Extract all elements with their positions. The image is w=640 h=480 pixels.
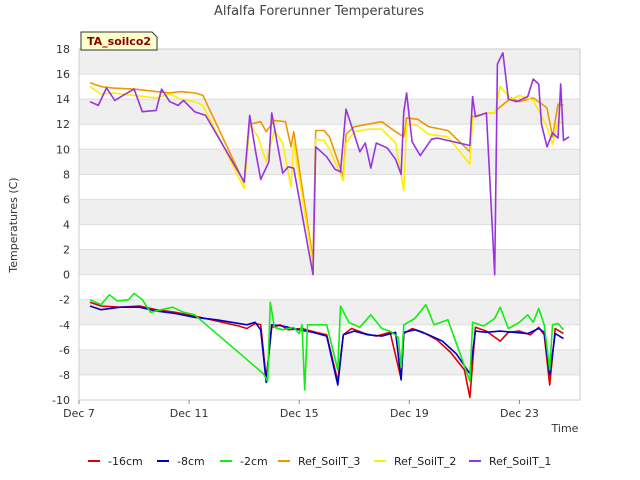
y-tick-label: 8: [63, 168, 70, 181]
y-tick-label: 12: [56, 118, 70, 131]
x-tick-label: Dec 19: [390, 407, 429, 420]
y-axis: -10 -8 -6 -4 -2 0 2 4 6 8 10 12 14 16 18: [52, 43, 70, 407]
x-axis-label: Time: [551, 422, 579, 435]
series-line-2cm: [89, 292, 565, 391]
legend-label: -16cm: [108, 455, 143, 468]
series-line-8cm: [89, 305, 564, 386]
y-tick-label: 10: [56, 143, 70, 156]
y-tick-label: 0: [63, 269, 70, 282]
x-axis: Dec 7 Dec 11 Dec 15 Dec 19 Dec 23: [63, 400, 539, 420]
legend-label: -2cm: [240, 455, 268, 468]
x-tick-label: Dec 11: [170, 407, 209, 420]
grid-band: [79, 249, 580, 275]
grid-band: [79, 49, 580, 75]
x-tick-label: Dec 15: [280, 407, 319, 420]
y-tick-label: -10: [52, 394, 70, 407]
chart-title: Alfalfa Forerunner Temperatures: [214, 4, 424, 19]
badge: TA_soilco2: [80, 31, 158, 51]
series-lines: [89, 52, 570, 399]
y-tick-label: 4: [63, 219, 70, 232]
badge-label: TA_soilco2: [87, 35, 151, 48]
grid-band: [79, 199, 580, 225]
y-tick-label: 18: [56, 43, 70, 56]
x-tick-label: Dec 7: [63, 407, 95, 420]
legend-label: Ref_SoilT_1: [489, 455, 551, 468]
y-tick-label: 16: [56, 68, 70, 81]
y-tick-label: 6: [63, 193, 70, 206]
legend-label: Ref_SoilT_3: [298, 455, 360, 468]
y-tick-label: 2: [63, 244, 70, 257]
grid-band: [79, 349, 580, 375]
series-line-ref-soilt-1: [89, 52, 570, 276]
y-tick-label: -2: [59, 294, 70, 307]
y-tick-label: -6: [59, 344, 70, 357]
y-tick-label: -4: [59, 319, 70, 332]
legend-label: Ref_SoilT_2: [394, 455, 456, 468]
plot-frame: [78, 48, 581, 401]
x-tick-label: Dec 23: [500, 407, 539, 420]
y-tick-label: 14: [56, 93, 70, 106]
y-tick-label: -8: [59, 369, 70, 382]
series-line-16cm: [89, 301, 564, 399]
legend-label: -8cm: [177, 455, 205, 468]
y-axis-label: Temperatures (C): [7, 177, 20, 273]
series-line-ref-soilt-2: [89, 85, 564, 266]
legend: -16cm -8cm -2cm Ref_SoilT_3 Ref_SoilT_2 Ref_S…: [88, 455, 551, 468]
